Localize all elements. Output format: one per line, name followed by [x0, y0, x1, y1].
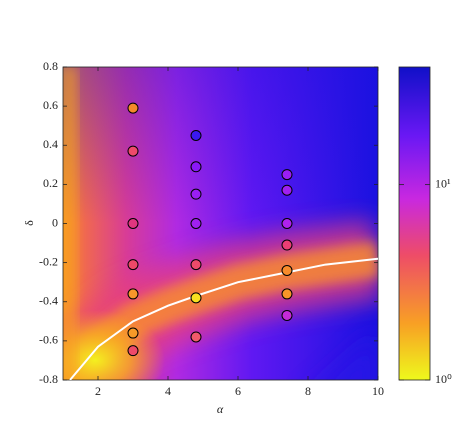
point	[281, 239, 293, 251]
point	[190, 259, 202, 271]
point	[190, 292, 202, 304]
point	[281, 218, 293, 229]
point	[190, 188, 202, 200]
y-tick-label: 0.8	[43, 59, 58, 73]
x-tick-label: 2	[95, 384, 101, 398]
x-tick-label: 6	[235, 384, 241, 398]
point	[190, 331, 202, 343]
point	[127, 345, 139, 357]
point	[127, 288, 139, 300]
heatmap	[63, 67, 378, 380]
point	[127, 218, 139, 229]
point	[190, 218, 202, 229]
y-tick-label: -0.6	[39, 333, 58, 347]
y-tick-label: 0.4	[43, 137, 58, 151]
point	[190, 161, 202, 173]
point	[281, 264, 293, 276]
y-axis-label: δ	[22, 220, 36, 226]
colorbar-tick-label: 10⁰	[435, 372, 452, 386]
x-tick-label: 10	[372, 384, 384, 398]
point	[281, 184, 293, 196]
y-tick-label: -0.4	[39, 294, 58, 308]
y-tick-label: 0.2	[43, 176, 58, 190]
point	[281, 288, 293, 300]
y-tick-label: -0.8	[39, 372, 58, 386]
point	[190, 129, 202, 141]
x-tick-label: 4	[165, 384, 171, 398]
y-tick-label: 0	[52, 215, 58, 229]
y-tick-label: 0.6	[43, 98, 58, 112]
colorbar	[398, 66, 431, 381]
point	[127, 145, 139, 157]
point	[281, 309, 293, 321]
point	[281, 169, 293, 181]
y-tick-label: -0.2	[39, 254, 58, 268]
x-axis-label: α	[217, 402, 224, 416]
point	[127, 102, 139, 114]
point	[127, 327, 139, 339]
x-tick-label: 8	[305, 384, 311, 398]
colorbar-tick-label: 10¹	[435, 176, 451, 190]
point	[127, 259, 139, 271]
